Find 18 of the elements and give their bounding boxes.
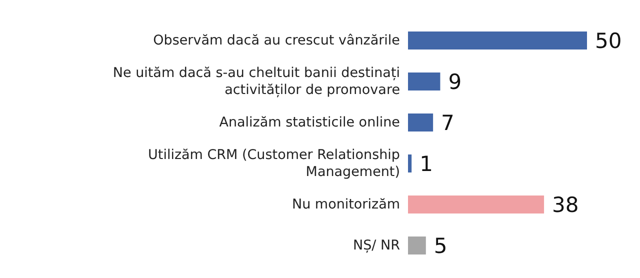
bar xyxy=(408,72,440,90)
y-tick-label: Observăm dacă au crescut vânzările xyxy=(153,32,400,48)
data-label: 5 xyxy=(434,234,448,258)
bar xyxy=(408,154,412,172)
data-label: 9 xyxy=(448,70,462,94)
bar xyxy=(408,195,544,214)
bar xyxy=(408,113,434,132)
data-label: 50 xyxy=(595,28,622,53)
y-tick-label: Analizăm statisticile online xyxy=(219,114,400,130)
y-tick-label: Ne uităm dacă s-au cheltuit banii destinați activităților de promovare xyxy=(112,65,400,98)
y-tick-label: NȘ/ NR xyxy=(353,238,400,254)
bar xyxy=(408,236,426,254)
bar xyxy=(408,31,587,50)
data-label: 38 xyxy=(552,192,579,217)
data-label: 7 xyxy=(441,110,454,135)
y-tick-label: Nu monitorizăm xyxy=(292,196,400,212)
y-tick-label: Utilizăm CRM (Customer Relationship Management) xyxy=(148,147,400,180)
data-label: 1 xyxy=(420,152,433,176)
